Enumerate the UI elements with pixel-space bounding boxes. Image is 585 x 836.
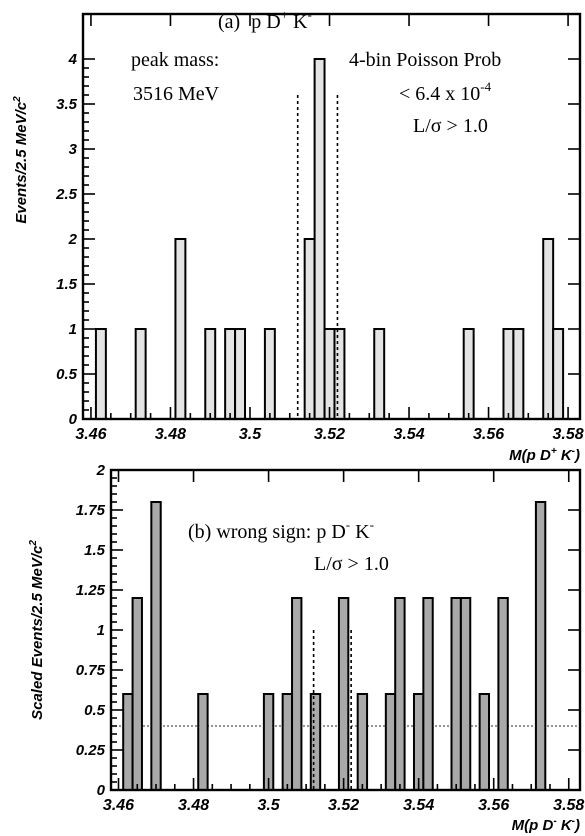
histogram-bar xyxy=(323,328,336,420)
y-tick-label: 0 xyxy=(97,782,106,799)
histogram-bar xyxy=(234,328,247,420)
histogram-bar xyxy=(174,238,187,420)
y-tick-label: 1.25 xyxy=(76,582,106,599)
y-tick-label: 1.5 xyxy=(56,276,78,293)
y-tick-label: 4 xyxy=(68,51,78,68)
signal-window-lines-a xyxy=(296,95,339,419)
poisson-prob-value: < 6.4 x 10-4 xyxy=(399,79,492,105)
x-ticks-a: 3.46 3.48 3.5 3.52 3.54 3.56 3.58 xyxy=(75,14,584,443)
histogram-bar xyxy=(384,693,397,791)
histogram-bar xyxy=(502,328,515,420)
y-ticks-a: 0 0.5 1 1.5 2 2.5 3 3.5 4 xyxy=(55,51,580,428)
y-axis-label-b: Scaled Events/2.5 MeV/c2 xyxy=(28,540,46,720)
histogram-bar xyxy=(459,597,472,791)
x-tick-label: 3.52 xyxy=(314,426,345,443)
histogram-bar xyxy=(291,597,303,791)
histogram-bar xyxy=(262,693,275,791)
y-tick-label: 2 xyxy=(68,231,78,248)
panel-b: 0 0.25 0.5 0.75 1 1.25 1.5 1.75 2 3.46 3.48 3.5 3.5… xyxy=(28,462,584,834)
histogram-bar xyxy=(450,597,462,791)
x-tick-label: 3.5 xyxy=(257,797,280,814)
y-tick-label: 1.5 xyxy=(84,542,106,559)
y-tick-label: 2.5 xyxy=(55,186,78,203)
histogram-bar xyxy=(462,328,475,420)
y-tick-label: 3 xyxy=(69,141,78,158)
histogram-bar xyxy=(478,693,491,791)
y-ticks-b: 0 0.25 0.5 0.75 1 1.25 1.5 1.75 2 xyxy=(76,462,580,799)
histogram-bar xyxy=(394,597,406,791)
histogram-a xyxy=(94,58,565,420)
x-tick-label: 3.5 xyxy=(239,426,262,443)
cut-label-b: L/σ > 1.0 xyxy=(314,553,389,575)
x-tick-label: 3.52 xyxy=(328,797,359,814)
histogram-bar xyxy=(552,328,565,420)
y-tick-label: 2 xyxy=(96,462,106,479)
signal-window-lines-b xyxy=(312,630,352,790)
x-tick-label: 3.58 xyxy=(553,797,584,814)
histogram-bar xyxy=(131,597,143,791)
histogram-bar xyxy=(542,238,555,420)
histogram-bar xyxy=(309,693,322,791)
x-tick-label: 3.46 xyxy=(75,426,106,443)
histogram-bar xyxy=(356,693,369,791)
x-tick-label: 3.56 xyxy=(473,426,504,443)
cut-label-a: L/σ > 1.0 xyxy=(413,115,488,137)
y-tick-label: 3.5 xyxy=(56,96,78,113)
histogram-bar xyxy=(204,328,217,420)
histogram-bar xyxy=(224,328,237,420)
x-tick-label: 3.48 xyxy=(178,797,209,814)
peak-mass-value: 3516 MeV xyxy=(133,83,220,105)
histogram-bar xyxy=(313,58,326,420)
y-tick-label: 0.75 xyxy=(76,662,106,679)
histogram-bar xyxy=(197,693,209,791)
poisson-prob-label: 4-bin Poisson Prob xyxy=(349,49,501,71)
y-tick-label: 0 xyxy=(69,411,78,428)
peak-mass-label: peak mass: xyxy=(131,49,219,71)
y-tick-label: 1.75 xyxy=(76,502,106,519)
histogram-bar xyxy=(263,328,276,420)
histogram-bar xyxy=(122,693,134,791)
histogram-bar xyxy=(534,501,547,791)
histogram-bar xyxy=(422,597,434,791)
histogram-b xyxy=(122,501,547,791)
x-ticks-b: 3.46 3.48 3.5 3.52 3.54 3.56 3.58 xyxy=(103,470,584,814)
x-tick-label: 3.54 xyxy=(393,426,424,443)
x-tick-label: 3.48 xyxy=(155,426,186,443)
histogram-bar xyxy=(303,238,316,420)
plot-frame-a xyxy=(81,12,582,421)
y-tick-label: 1 xyxy=(97,622,105,639)
histogram-bar xyxy=(134,328,147,420)
y-tick-label: 0.5 xyxy=(84,702,106,719)
histogram-bar xyxy=(150,501,162,791)
x-axis-label-a: M(p D+ K-) xyxy=(509,446,580,464)
histogram-bar xyxy=(337,597,350,791)
y-axis-label-a: Events/2.5 MeV/c2 xyxy=(12,96,30,224)
histogram-bar xyxy=(497,597,509,791)
histogram-bar xyxy=(512,328,525,420)
histogram-bar xyxy=(412,693,425,791)
x-tick-label: 3.46 xyxy=(103,797,134,814)
y-tick-label: 0.5 xyxy=(56,366,78,383)
histogram-bar xyxy=(373,328,386,420)
histogram-bar xyxy=(333,328,346,420)
y-tick-label: 1 xyxy=(69,321,77,338)
panel-a: 00.511.522.533.54 3.46 3.48 3.5 3.52 3.54 3.5… xyxy=(12,7,584,464)
panel-b-title: (b) wrong sign: p D- K- xyxy=(188,517,374,543)
y-tick-label: 0.25 xyxy=(76,742,106,759)
panel-a-title: (a) p D+ K- xyxy=(218,7,312,33)
x-tick-label: 3.54 xyxy=(403,797,434,814)
x-tick-label: 3.58 xyxy=(553,426,584,443)
histogram-bar xyxy=(281,693,294,791)
x-tick-label: 3.56 xyxy=(478,797,509,814)
x-axis-label-b: M(p D- K-) xyxy=(512,816,580,834)
histogram-bar xyxy=(94,328,107,420)
